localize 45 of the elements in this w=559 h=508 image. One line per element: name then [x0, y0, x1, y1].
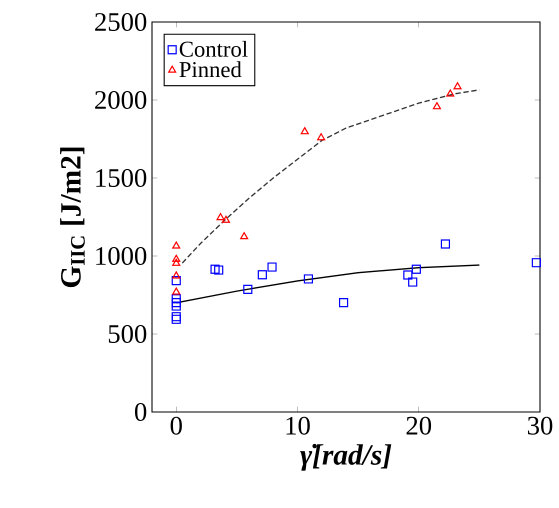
point [172, 298, 181, 308]
y-tick-label: 500 [108, 325, 146, 343]
point [172, 258, 180, 266]
y-tick-label: 1000 [96, 247, 146, 265]
point [412, 264, 421, 274]
point [440, 239, 450, 249]
x-axis-title: γ̇[rad/s] [300, 444, 392, 471]
x-tick-label: 20 [406, 416, 432, 435]
point [532, 258, 541, 268]
point [216, 213, 225, 220]
point [432, 102, 441, 110]
point [172, 276, 181, 286]
point [210, 264, 220, 274]
x-tick-label: 0 [170, 416, 182, 435]
x-tick-label: 30 [528, 416, 552, 435]
point [403, 270, 412, 280]
point [338, 298, 348, 308]
legend-label: Control [180, 40, 248, 57]
point [172, 312, 181, 322]
point [267, 262, 277, 272]
point [258, 270, 267, 280]
point [172, 241, 180, 249]
point [453, 82, 462, 90]
point [172, 254, 180, 262]
y-axis-title: G$_{IIC}$ [J/m2] [60, 148, 85, 288]
point [222, 216, 230, 223]
y-tick-label: 1500 [96, 169, 146, 187]
y-tick-label: 0 [134, 403, 146, 421]
line-series [182, 89, 480, 264]
point [172, 271, 180, 279]
point [304, 274, 314, 284]
point [317, 133, 326, 140]
point [300, 127, 309, 134]
point [172, 287, 180, 295]
point [240, 232, 248, 240]
point [243, 284, 252, 294]
legend-label: Pinned [179, 61, 242, 78]
point [408, 277, 418, 287]
point [446, 89, 454, 97]
point [172, 314, 181, 324]
x-tick-label: 10 [286, 416, 310, 435]
y-tick-label: 2000 [95, 91, 146, 109]
point [214, 265, 224, 275]
y-tick-label: 2500 [95, 13, 146, 31]
point [172, 301, 181, 311]
